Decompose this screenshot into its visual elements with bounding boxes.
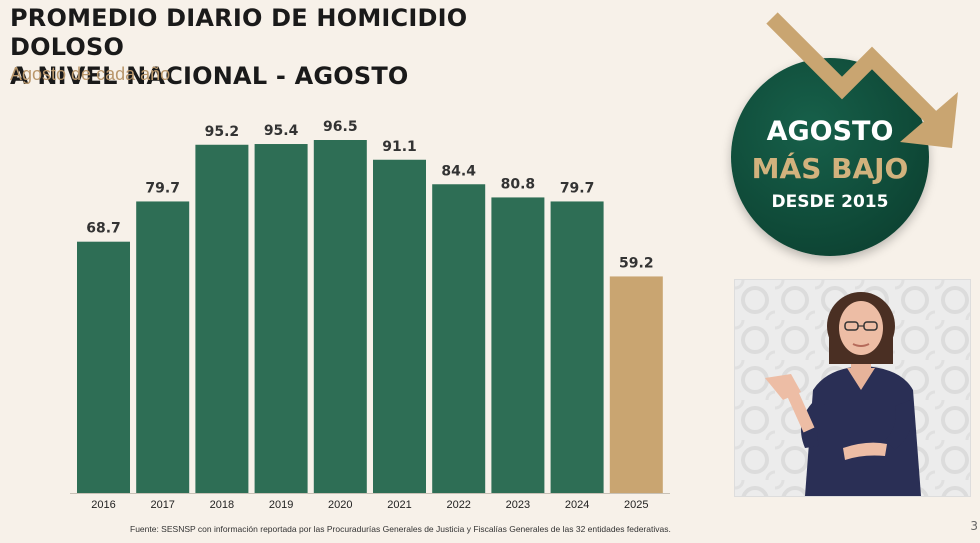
interpreter-image [735,280,970,496]
data-label-2017: 79.7 [145,180,180,196]
data-label-2018: 95.2 [205,124,240,140]
bar-2023 [491,197,545,493]
bar-2017 [136,201,190,493]
x-tick-label-2017: 2017 [150,499,174,511]
data-label-2019: 95.4 [264,123,299,139]
x-tick-label-2021: 2021 [387,499,411,511]
bar-2022 [432,184,486,493]
x-tick-label-2016: 2016 [91,499,115,511]
bar-2016 [77,241,130,493]
down-trend-arrow-icon [766,12,958,148]
page-number: 3 [970,519,978,533]
badge-line3: DESDE 2015 [771,192,889,212]
badge-line1: AGOSTO [766,116,894,147]
bar-2019 [254,144,308,493]
data-label-2023: 80.8 [501,176,536,192]
bar-2021 [373,159,426,494]
x-tick-label-2020: 2020 [328,499,352,511]
chart-title: PROMEDIO DIARIO DE HOMICIDIO DOLOSO A NI… [10,4,570,91]
source-note: Fuente: SESNSP con información reportada… [130,524,671,534]
x-tick-label-2025: 2025 [624,499,648,511]
bar-2020 [313,140,367,493]
chart-title-line2: A NIVEL NACIONAL - AGOSTO [10,62,409,90]
x-tick-label-2024: 2024 [565,499,589,511]
chart-title-line1: PROMEDIO DIARIO DE HOMICIDIO DOLOSO [10,4,468,61]
data-label-2021: 91.1 [382,139,417,155]
bar-2024 [550,201,604,493]
x-tick-label-2022: 2022 [446,499,470,511]
data-label-2025: 59.2 [619,255,654,271]
data-label-2022: 84.4 [441,163,476,179]
x-tick-label-2019: 2019 [269,499,293,511]
data-label-2020: 96.5 [323,119,358,135]
data-label-2024: 79.7 [560,180,595,196]
data-label-2016: 68.7 [86,221,121,237]
x-tick-label-2023: 2023 [506,499,530,511]
x-tick-label-2018: 2018 [210,499,234,511]
badge-line2: MÁS BAJO [751,152,909,185]
sign-language-interpreter-video [734,279,971,497]
chart-subtitle: Agosto de cada año [10,64,171,84]
bar-2025 [609,276,663,493]
bar-chart: 68.7 2016 79.7 2017 95.2 2018 95.4 2019 96.5 2020… [70,119,670,511]
bar-2018 [195,144,249,494]
